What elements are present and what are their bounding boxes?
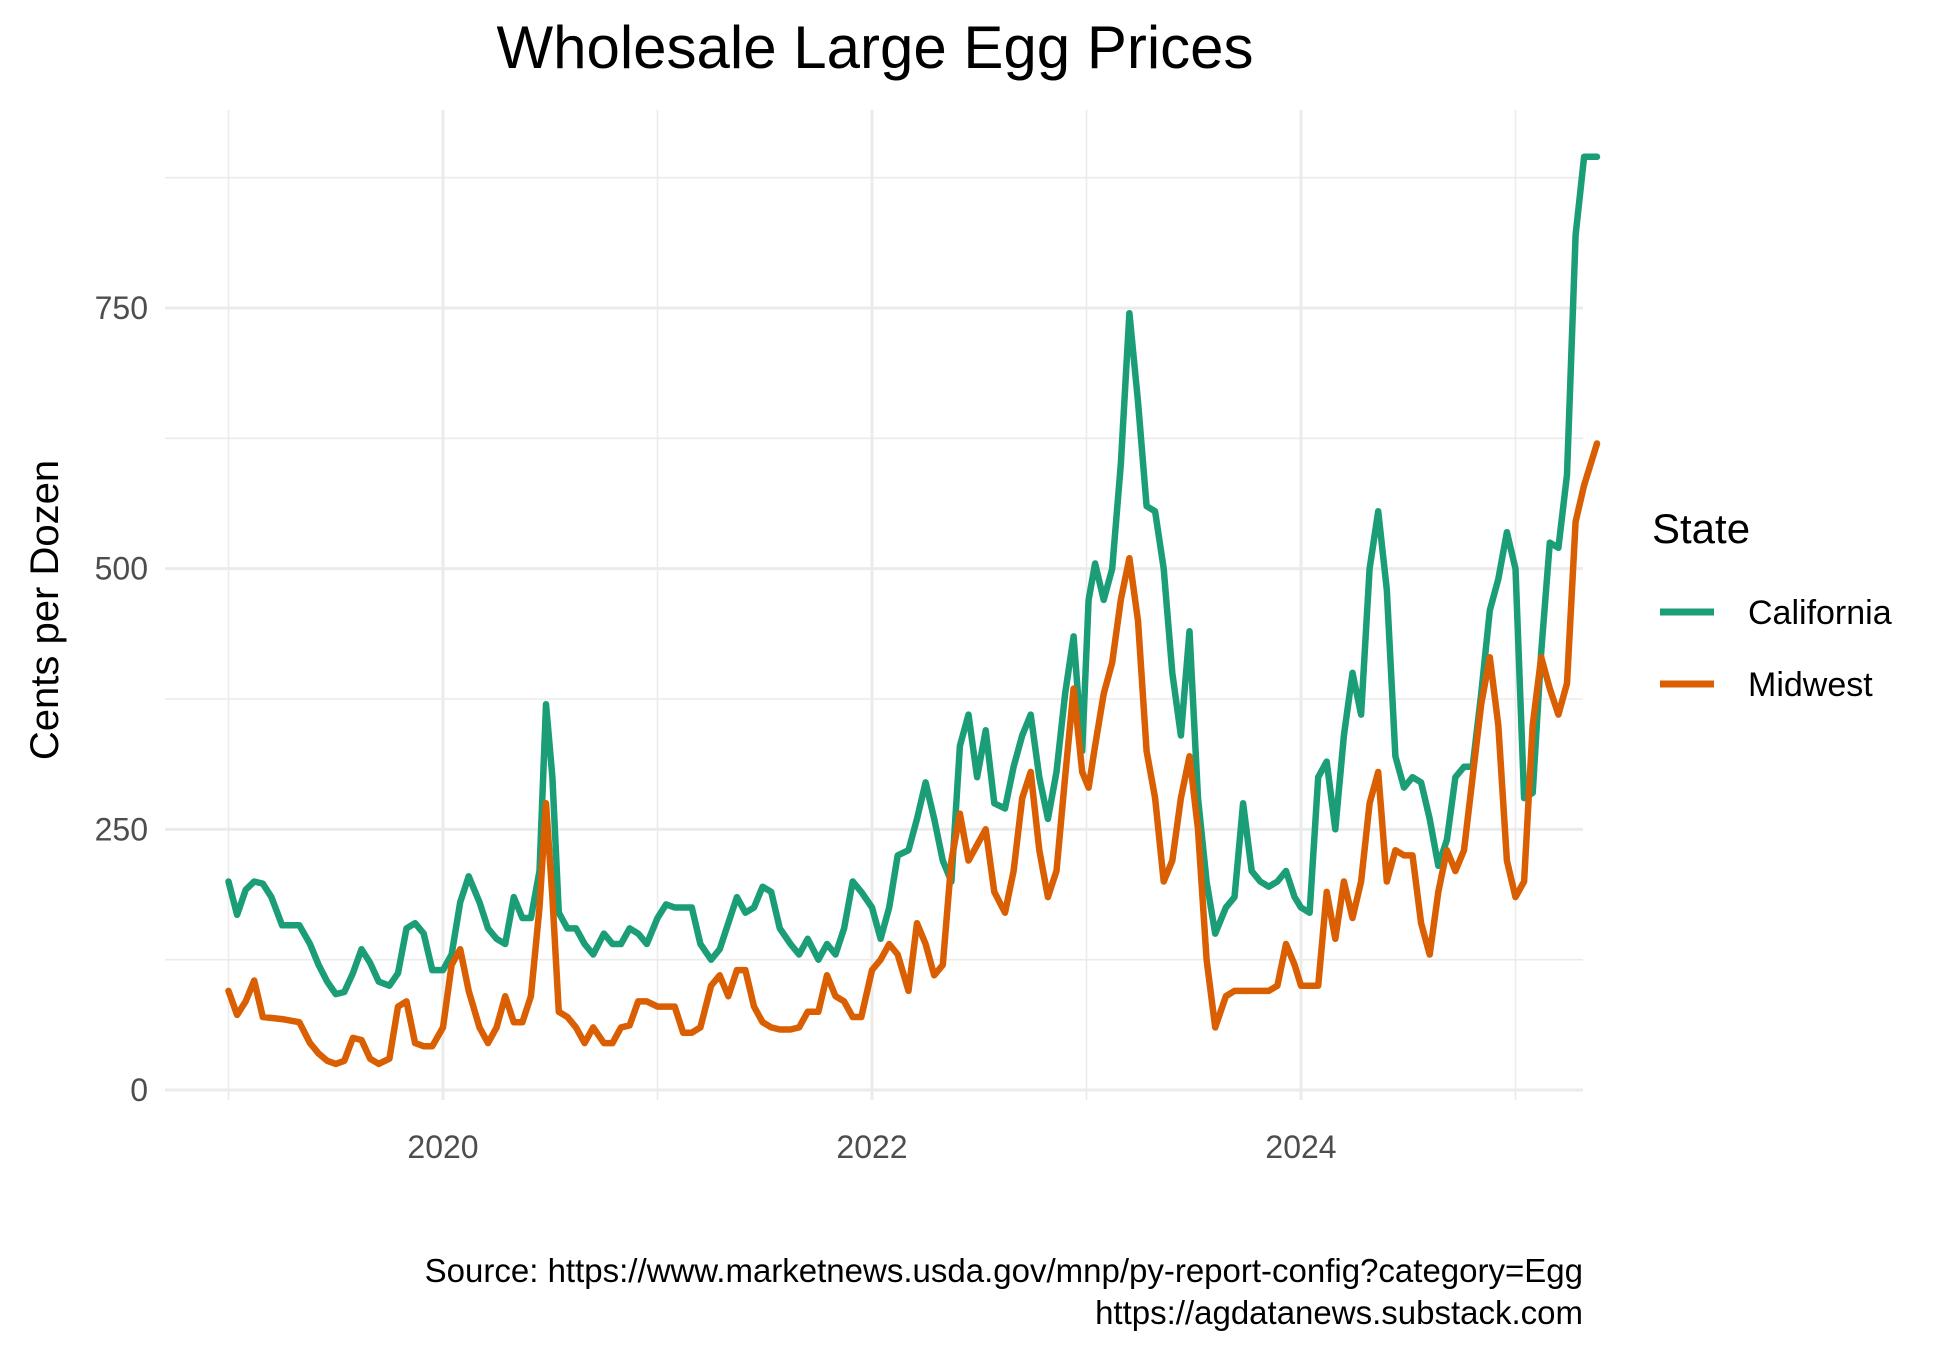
legend: State California Midwest	[1652, 505, 1892, 704]
y-tick-label: 250	[95, 811, 148, 847]
legend-title: State	[1652, 505, 1750, 552]
caption-url: https://agdatanews.substack.com	[1095, 1294, 1583, 1331]
minor-gridlines	[165, 110, 1583, 1100]
plot-panel	[165, 110, 1601, 1100]
y-tick-label: 750	[95, 290, 148, 326]
chart-title: Wholesale Large Egg Prices	[496, 14, 1253, 81]
legend-label-california: California	[1748, 594, 1892, 632]
major-gridlines	[165, 110, 1583, 1100]
series-line-california	[225, 153, 1601, 998]
y-tick-label: 0	[130, 1072, 148, 1108]
x-tick-label: 2024	[1265, 1129, 1336, 1165]
caption-source: Source: https://www.marketnews.usda.gov/…	[425, 1252, 1583, 1289]
x-tick-label: 2020	[407, 1129, 478, 1165]
y-axis-title: Cents per Dozen	[23, 460, 67, 760]
series-line-midwest	[225, 440, 1601, 1068]
y-tick-label: 500	[95, 551, 148, 587]
x-tick-label: 2022	[836, 1129, 907, 1165]
legend-items: California Midwest	[1660, 594, 1892, 704]
x-axis-tick-labels: 2020 2022 2024	[407, 1129, 1336, 1165]
caption: Source: https://www.marketnews.usda.gov/…	[425, 1252, 1583, 1331]
series-lines	[225, 153, 1601, 1068]
y-axis-tick-labels: 0 250 500 750	[95, 290, 148, 1108]
legend-label-midwest: Midwest	[1748, 666, 1873, 704]
